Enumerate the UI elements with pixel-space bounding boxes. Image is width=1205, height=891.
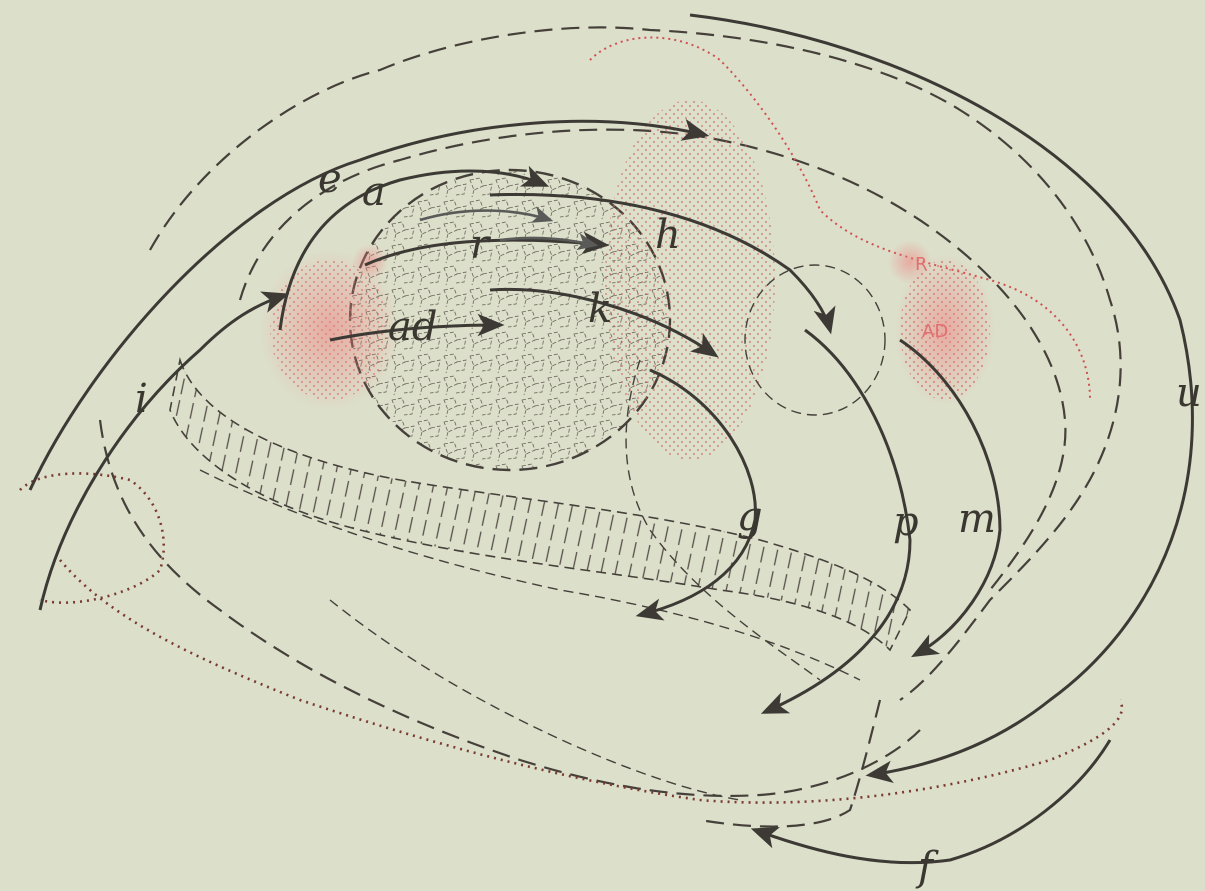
label-ad: ad <box>388 304 437 350</box>
label-f: f <box>915 844 939 890</box>
region-label-ad: AD <box>922 321 948 342</box>
arrow-r2 <box>499 233 599 251</box>
outer-cortex-outline <box>149 26 1122 701</box>
arrow-a2 <box>419 206 554 223</box>
arrow-h <box>489 192 836 335</box>
label-u: u <box>1176 370 1202 416</box>
arrow-i <box>38 291 290 611</box>
label-r: r <box>470 222 492 268</box>
region-label-r: R <box>915 254 928 275</box>
inner-structure-3 <box>329 599 741 801</box>
arrow-f <box>750 739 1112 865</box>
label-a: a <box>362 169 386 215</box>
dotted-region-central <box>605 100 775 460</box>
inner-cortex-outline <box>238 128 1067 591</box>
brainstem-outline <box>699 699 882 828</box>
arrow-a <box>278 165 550 331</box>
label-e: e <box>318 156 342 202</box>
red-glow-left <box>260 250 400 410</box>
arrow-m <box>899 338 1002 658</box>
red-dotted-contour <box>19 472 1124 804</box>
label-g: g <box>737 494 763 540</box>
arrow-p <box>760 328 912 714</box>
label-m: m <box>958 496 996 542</box>
hatched-band <box>169 356 911 652</box>
label-i: i <box>135 376 148 422</box>
arrow-ad <box>329 313 505 342</box>
label-k: k <box>588 286 612 332</box>
red-glow-r <box>888 240 932 284</box>
hatched-band-lower <box>199 469 861 681</box>
inner-structure-2 <box>625 359 821 681</box>
arrow-g <box>635 368 757 621</box>
label-p: p <box>893 499 919 545</box>
label-h: h <box>655 212 681 258</box>
arrow-r <box>364 231 610 267</box>
arrow-e <box>28 118 710 491</box>
lower-cortex-outline <box>98 419 921 798</box>
inner-structure-1 <box>744 264 886 416</box>
red-glow-ad <box>895 255 995 405</box>
arrow-u <box>689 13 1194 783</box>
arrow-k <box>489 287 719 358</box>
